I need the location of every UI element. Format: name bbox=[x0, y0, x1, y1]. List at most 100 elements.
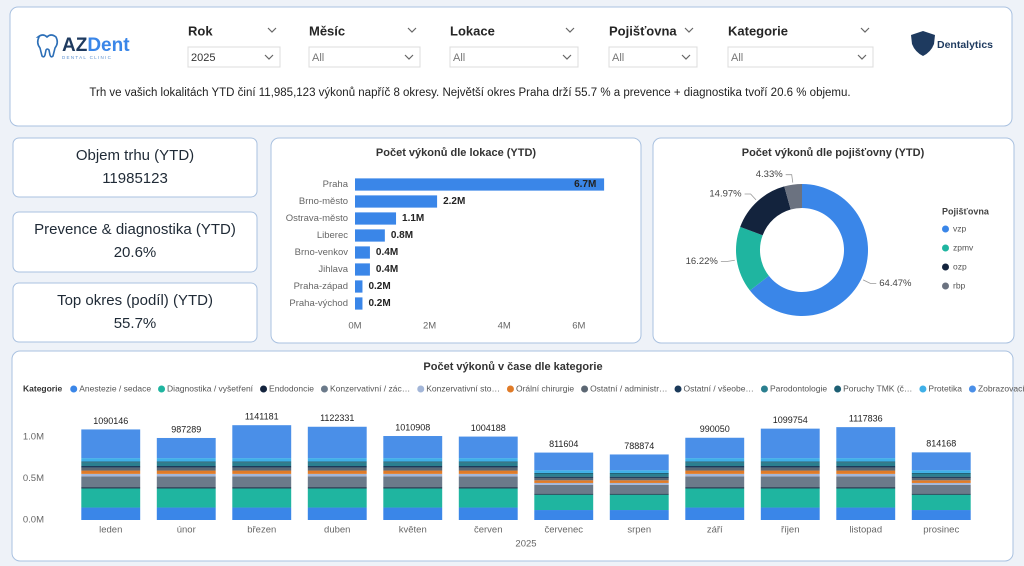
legend-label[interactable]: Ostatní / všeobe… bbox=[684, 383, 754, 393]
bar-segment bbox=[81, 473, 141, 477]
bar-segment bbox=[383, 458, 443, 462]
bar-segment bbox=[232, 467, 292, 471]
bar-segment bbox=[911, 472, 971, 474]
bar-segment bbox=[307, 470, 367, 474]
filter-slicer[interactable]: Kategorie All bbox=[727, 23, 874, 68]
filter-dropdown[interactable] bbox=[608, 46, 698, 68]
x-tick-label: březen bbox=[247, 525, 276, 536]
bar-segment bbox=[458, 467, 518, 471]
kpi-value: 20.6% bbox=[114, 244, 157, 261]
filter-slicer[interactable]: Lokace All bbox=[449, 23, 579, 68]
x-tick-label: květen bbox=[399, 525, 427, 536]
legend-label[interactable]: Konzervativní / zác… bbox=[330, 383, 410, 393]
bar-segment bbox=[534, 482, 594, 485]
bar-segment bbox=[609, 484, 669, 494]
y-tick-label: Praha-východ bbox=[289, 298, 348, 309]
chevron-icon bbox=[404, 54, 414, 60]
bar-segment bbox=[760, 461, 820, 463]
bar-segment bbox=[156, 487, 216, 489]
total-label: 990050 bbox=[700, 424, 730, 434]
bar bbox=[355, 280, 363, 293]
kpi-value: 11985123 bbox=[102, 170, 168, 187]
filter-value: 2025 bbox=[191, 52, 215, 64]
bar-segment bbox=[836, 461, 896, 463]
legend-label[interactable]: Protetika bbox=[928, 383, 962, 393]
filter-dropdown[interactable] bbox=[449, 46, 579, 68]
legend-label[interactable]: Diagnostika / vyšetření bbox=[167, 383, 254, 393]
bar-segment bbox=[307, 461, 367, 463]
summary-text: Trh ve vašich lokalitách YTD činí 11,985… bbox=[89, 87, 850, 99]
legend-label[interactable]: Anestezie / sedace bbox=[79, 383, 151, 393]
bar-segment bbox=[232, 466, 292, 468]
x-tick-label: srpen bbox=[627, 525, 651, 536]
bar bbox=[355, 297, 363, 310]
bar-segment bbox=[609, 476, 669, 478]
bar-segment bbox=[156, 462, 216, 466]
filter-dropdown[interactable] bbox=[308, 46, 421, 68]
legend-label[interactable]: Zobrazovací … bbox=[978, 383, 1024, 393]
x-tick-label: září bbox=[707, 525, 723, 536]
bar-segment bbox=[534, 452, 594, 471]
y-tick-label: 0.5M bbox=[23, 473, 44, 484]
bar bbox=[355, 178, 605, 191]
bar-segment bbox=[307, 488, 367, 508]
y-tick-label: Praha-západ bbox=[294, 281, 348, 292]
kpi-card bbox=[12, 282, 258, 343]
legend-label[interactable]: Orální chirurgie bbox=[516, 383, 574, 393]
legend-marker bbox=[506, 385, 514, 393]
filter-slicer[interactable]: Pojišťovna All bbox=[608, 23, 698, 68]
bar-segment bbox=[383, 470, 443, 474]
bar-segment bbox=[911, 494, 971, 511]
legend-label[interactable]: Konzervativní sto… bbox=[426, 383, 500, 393]
bar-segment bbox=[760, 467, 820, 471]
bar-segment bbox=[458, 436, 518, 459]
bar-segment bbox=[232, 473, 292, 477]
bar-segment bbox=[685, 461, 745, 463]
filter-slicer[interactable]: Rok 2025 bbox=[187, 23, 281, 68]
bar-segment bbox=[685, 458, 745, 462]
data-label: 6.7M bbox=[574, 179, 596, 190]
legend-label[interactable]: Parodontologie bbox=[770, 383, 827, 393]
bar-segment bbox=[685, 467, 745, 471]
logo-a: AZ bbox=[62, 35, 88, 56]
filter-slicer[interactable]: Měsíc All bbox=[308, 23, 421, 68]
bar-segment bbox=[232, 461, 292, 463]
chart-panel bbox=[652, 137, 1015, 344]
filter-value: All bbox=[453, 52, 465, 64]
filter-value: All bbox=[312, 52, 324, 64]
legend-label[interactable]: Ostatní / administr… bbox=[590, 383, 667, 393]
legend-marker bbox=[942, 244, 949, 252]
legend-label: zpmv bbox=[953, 242, 974, 252]
legend-marker bbox=[919, 385, 927, 393]
bar-segment bbox=[685, 507, 745, 520]
bar-segment bbox=[609, 470, 669, 473]
legend-marker bbox=[942, 225, 949, 233]
x-tick-label: červen bbox=[474, 525, 503, 536]
filter-dropdown[interactable] bbox=[727, 46, 874, 68]
bar-segment bbox=[760, 487, 820, 489]
bar-segment bbox=[534, 473, 594, 477]
filter-label: Kategorie bbox=[728, 23, 788, 38]
logo-text: AZDent bbox=[62, 35, 130, 56]
bar-segment bbox=[836, 473, 896, 477]
bar-segment bbox=[232, 488, 292, 508]
bar-segment bbox=[307, 467, 367, 471]
bar-segment bbox=[458, 488, 518, 508]
total-label: 1141181 bbox=[245, 412, 279, 422]
y-tick-label: Liberec bbox=[317, 230, 348, 241]
legend-marker bbox=[942, 282, 949, 290]
legend-label[interactable]: Endodoncie bbox=[269, 383, 314, 393]
bar-segment bbox=[534, 510, 594, 520]
bar-segment bbox=[760, 476, 820, 488]
legend-marker bbox=[760, 385, 768, 393]
legend-marker bbox=[834, 385, 842, 393]
bar-segment bbox=[911, 482, 971, 485]
filter-dropdown[interactable] bbox=[187, 46, 281, 68]
bar-segment bbox=[307, 507, 367, 520]
legend-label[interactable]: Poruchy TMK (č… bbox=[843, 383, 912, 393]
bar-segment bbox=[685, 488, 745, 508]
bar-segment bbox=[685, 466, 745, 468]
legend-title: Pojišťovna bbox=[942, 206, 990, 216]
